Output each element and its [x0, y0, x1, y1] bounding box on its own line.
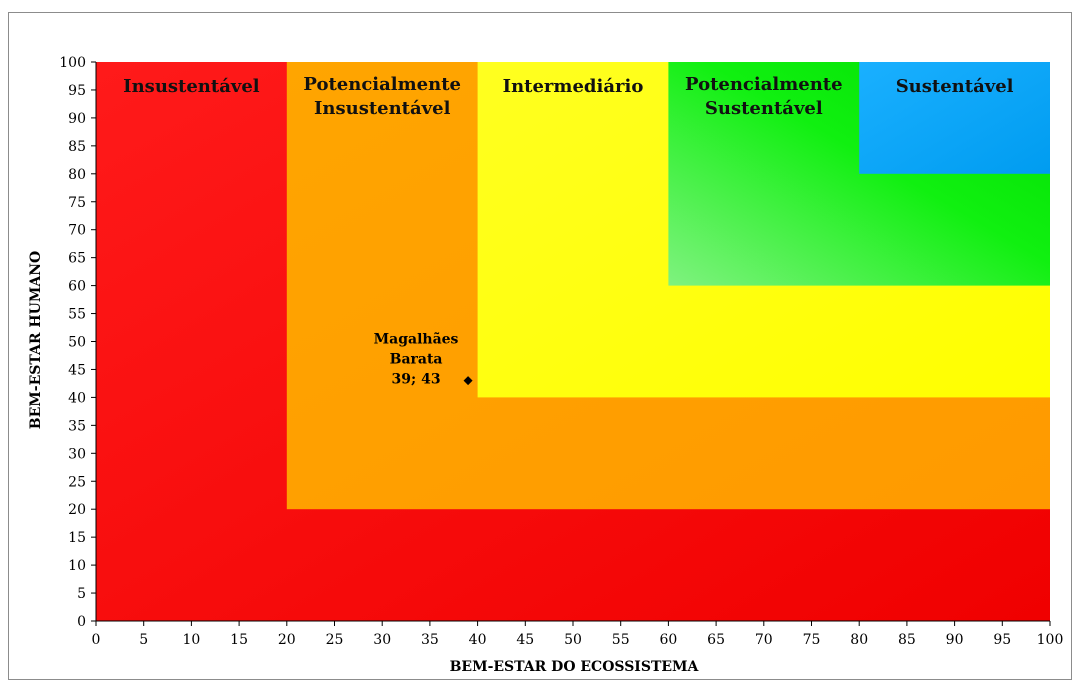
y-tick-label: 45: [68, 362, 86, 378]
x-tick-label: 15: [230, 632, 248, 648]
region-label-4: Potencialmente Sustentável: [685, 74, 843, 119]
y-tick-label: 25: [68, 474, 86, 490]
y-tick-label: 70: [68, 223, 86, 239]
x-tick-label: 55: [612, 632, 630, 648]
y-tick-label: 0: [77, 614, 86, 630]
x-tick-label: 75: [803, 632, 821, 648]
y-tick-label: 85: [68, 139, 86, 155]
y-tick-label: 90: [68, 111, 86, 127]
y-tick-label: 15: [68, 530, 86, 546]
data-point-1: [463, 376, 473, 386]
x-tick-label: 80: [850, 632, 868, 648]
x-tick-label: 20: [278, 632, 296, 648]
x-tick-label: 35: [421, 632, 439, 648]
x-tick-label: 40: [469, 632, 487, 648]
y-tick-label: 55: [68, 307, 86, 323]
y-axis-title: BEM-ESTAR HUMANO: [28, 251, 44, 429]
region-label-3: Intermediário: [503, 76, 644, 97]
x-tick-label: 10: [182, 632, 200, 648]
y-tick-label: 65: [68, 251, 86, 267]
x-tick-label: 90: [946, 632, 964, 648]
x-tick-label: 25: [326, 632, 344, 648]
x-tick-label: 100: [1037, 632, 1064, 648]
y-tick-label: 20: [68, 502, 86, 518]
x-tick-label: 45: [516, 632, 534, 648]
x-tick-label: 50: [564, 632, 582, 648]
y-tick-label: 50: [68, 335, 86, 351]
x-tick-label: 70: [755, 632, 773, 648]
y-tick-label: 10: [68, 558, 86, 574]
y-tick-label: 80: [68, 167, 86, 183]
x-tick-label: 30: [373, 632, 391, 648]
x-tick-label: 85: [898, 632, 916, 648]
y-tick-label: 40: [68, 390, 86, 406]
region-label-5: Sustentável: [896, 76, 1014, 97]
x-tick-label: 65: [707, 632, 725, 648]
y-tick-label: 95: [68, 83, 86, 99]
y-tick-label: 5: [77, 586, 86, 602]
region-5: [859, 62, 1050, 174]
y-tick-label: 60: [68, 279, 86, 295]
y-tick-label: 75: [68, 195, 86, 211]
data-point-label-1: Magalhães Barata 39; 43: [374, 331, 459, 388]
x-tick-label: 0: [92, 632, 101, 648]
x-tick-label: 60: [659, 632, 677, 648]
x-tick-label: 95: [993, 632, 1011, 648]
region-label-1: Insustentável: [123, 76, 260, 97]
x-tick-label: 5: [139, 632, 148, 648]
y-tick-label: 30: [68, 446, 86, 462]
y-tick-label: 100: [59, 55, 86, 71]
y-tick-label: 35: [68, 418, 86, 434]
x-axis-title: BEM-ESTAR DO ECOSSISTEMA: [450, 659, 700, 675]
region-label-2: Potencialmente Insustentável: [303, 74, 461, 119]
